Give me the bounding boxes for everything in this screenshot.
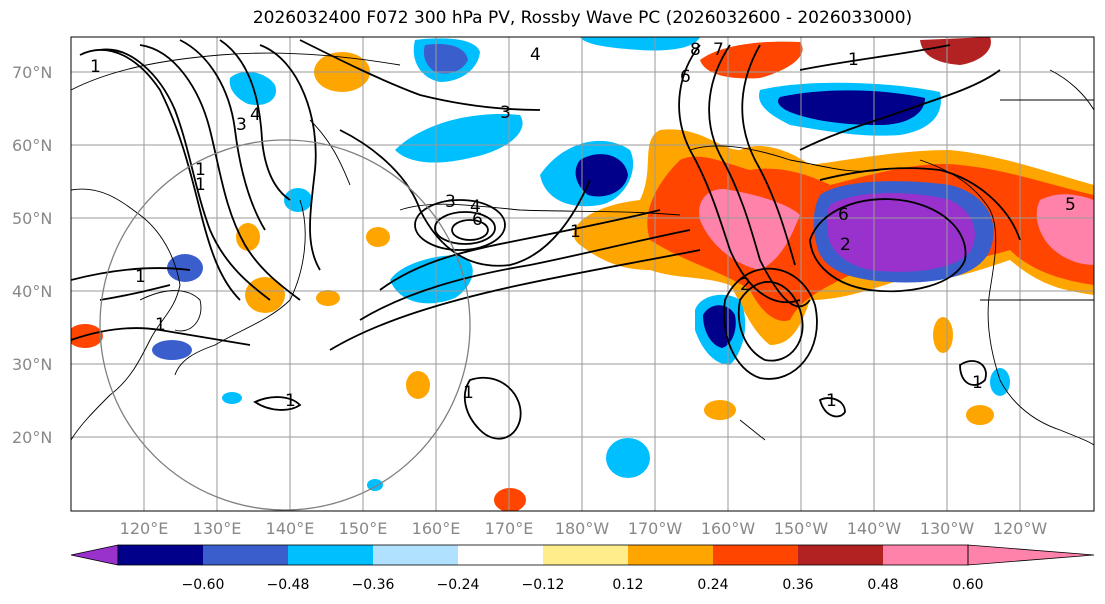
contour-label: 5 (1065, 195, 1076, 215)
negative-anomaly-region (423, 43, 468, 74)
contour-label: 2 (740, 275, 751, 295)
colorbar-tick-label: 0.24 (697, 577, 728, 593)
positive-anomaly-blob (245, 277, 285, 313)
positive-anomaly-blob (406, 371, 430, 399)
negative-anomaly-region (575, 154, 628, 197)
colorbar-segment (713, 545, 798, 565)
colorbar-extend-min (70, 544, 119, 566)
lon-label: 150°E (339, 519, 388, 538)
colorbar-segment (373, 545, 458, 565)
positive-anomaly-blob (494, 488, 526, 511)
colorbar-segment (543, 545, 628, 565)
colorbar-segment (118, 545, 203, 565)
contour-label: 1 (972, 373, 983, 393)
negative-anomaly-blob (167, 254, 203, 282)
lon-label: 160°W (701, 519, 756, 538)
negative-anomaly-region (395, 114, 523, 163)
contour-label: 3 (236, 115, 247, 135)
lat-label: 30°N (12, 355, 52, 374)
contour-label: 7 (713, 40, 724, 60)
lon-label: 120°E (120, 519, 169, 538)
contour-label: 6 (838, 205, 849, 225)
contour-label: 3 (500, 103, 511, 123)
colorbar-segment (883, 545, 968, 565)
lon-label: 130°W (920, 519, 975, 538)
lon-label: 170°W (628, 519, 683, 538)
colorbar-tick-label: −0.24 (437, 577, 480, 593)
positive-anomaly-blob (236, 223, 260, 251)
contour-label: 6 (472, 210, 483, 230)
lon-label: 170°E (485, 519, 534, 538)
lon-label: 150°W (774, 519, 829, 538)
colorbar-segment (203, 545, 288, 565)
positive-anomaly-blob (71, 324, 103, 348)
contour-label: 1 (90, 57, 101, 77)
lat-label: 60°N (12, 136, 52, 155)
colorbar-tick-label: 0.48 (867, 577, 898, 593)
lon-label: 160°E (412, 519, 461, 538)
positive-anomaly-region (920, 37, 991, 65)
colorbar-segment (458, 545, 543, 565)
range-circle (99, 139, 471, 511)
contour-label: 4 (530, 45, 541, 65)
positive-anomaly-region (699, 189, 800, 270)
contour-label: 3 (445, 192, 456, 212)
contour-label: 6 (680, 67, 691, 87)
colorbar-tick-label: 0.12 (612, 577, 643, 593)
contour-label: 4 (250, 105, 261, 125)
contour-label: 1 (155, 315, 166, 335)
lat-label: 40°N (12, 282, 52, 301)
lat-label: 50°N (12, 209, 52, 228)
negative-anomaly-blob (152, 340, 192, 360)
colorbar-tick-label: −0.12 (522, 577, 565, 593)
negative-anomaly-region (580, 37, 700, 51)
positive-anomaly-blob (933, 317, 953, 353)
lat-label: 20°N (12, 428, 52, 447)
graticule (71, 37, 1094, 511)
colorbar-segment (628, 545, 713, 565)
positive-anomaly-blob (316, 290, 340, 306)
colorbar-extend-max (967, 544, 1095, 566)
lat-label: 70°N (12, 63, 52, 82)
contour-label: 1 (570, 222, 581, 242)
map-frame (70, 36, 1095, 512)
contour-label: 1 (195, 175, 206, 195)
contour-label: 1 (826, 391, 837, 411)
contour-label: 1 (463, 383, 474, 403)
pv-contours (71, 39, 1021, 440)
colorbar-frame (117, 544, 969, 566)
chart-title: 2026032400 F072 300 hPa PV, Rossby Wave … (252, 8, 913, 28)
contour-labels: 1 2 3 4 6 8 7 1 1 3 4 6 1 1 1 6 2 3 4 5 … (90, 40, 1076, 411)
negative-anomaly-blob (284, 188, 312, 212)
latitude-labels: 70°N 60°N 50°N 40°N 30°N 20°N (12, 63, 52, 447)
colorbar-tick-label: 0.36 (782, 577, 813, 593)
colorbar-segment (288, 545, 373, 565)
colorbar-tick-label: 0.60 (952, 577, 983, 593)
positive-anomaly-blob (704, 400, 736, 420)
positive-anomaly-blob (366, 227, 390, 247)
contour-label: 1 (135, 267, 146, 287)
contour-label: 1 (195, 160, 206, 180)
colorbar-tick-label: −0.60 (182, 577, 225, 593)
colorbar: −0.60 −0.48 −0.36 −0.24 −0.12 0.12 0.24 … (70, 544, 1095, 593)
longitude-labels: 120°E 130°E 140°E 150°E 160°E 170°E 180°… (120, 519, 1048, 538)
contour-label: 2 (840, 235, 851, 255)
contour-label: 1 (285, 391, 296, 411)
colorbar-tick-label: −0.48 (267, 577, 310, 593)
lon-label: 130°E (193, 519, 242, 538)
colorbar-tick-label: −0.36 (352, 577, 395, 593)
lon-label: 120°W (993, 519, 1048, 538)
positive-anomaly-blob (966, 405, 994, 425)
contour-label: 8 (690, 40, 701, 60)
contour-label: 4 (470, 197, 481, 217)
lon-label: 180°W (555, 519, 610, 538)
colorbar-segment (798, 545, 883, 565)
contour-label: 1 (848, 50, 859, 70)
negative-anomaly-blob (367, 479, 383, 491)
lon-label: 140°E (266, 519, 315, 538)
positive-anomaly-region (1036, 194, 1094, 265)
negative-anomaly-blob (606, 438, 650, 478)
negative-anomaly-blob (222, 392, 242, 404)
lon-label: 140°W (847, 519, 902, 538)
